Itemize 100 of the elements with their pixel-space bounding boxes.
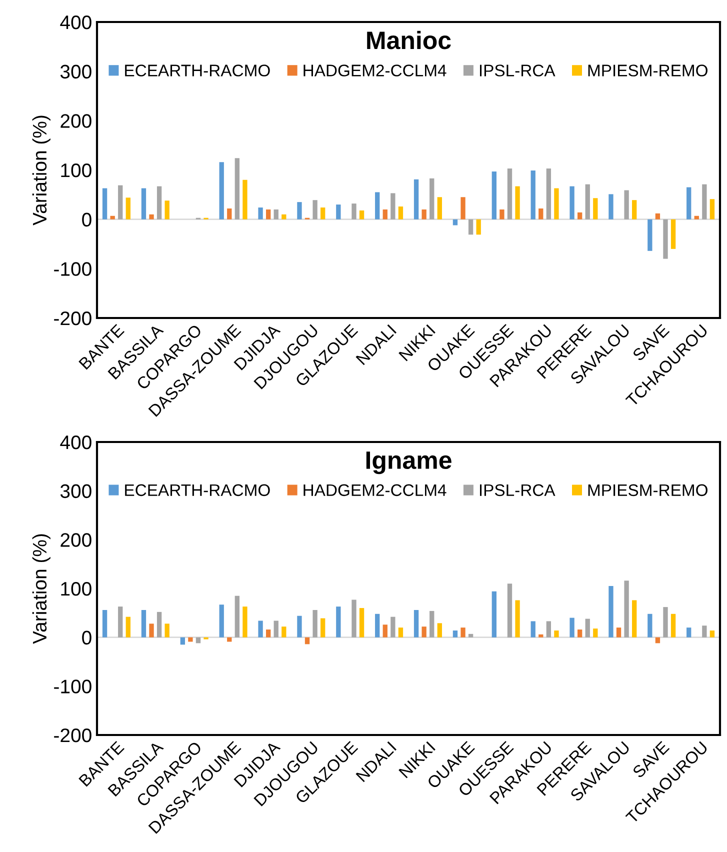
y-axis-title: Variation (%) — [32, 116, 50, 226]
bar — [632, 600, 637, 638]
bar — [156, 612, 162, 638]
bar — [242, 180, 248, 220]
bar — [141, 610, 146, 638]
bar — [188, 637, 193, 642]
bar — [492, 591, 496, 638]
bar — [414, 179, 419, 220]
bar — [437, 623, 442, 638]
bar — [655, 213, 660, 220]
bar — [258, 620, 263, 638]
bar — [422, 209, 426, 220]
bar — [515, 600, 520, 638]
bar — [352, 600, 356, 638]
bar — [375, 614, 380, 638]
bar — [655, 637, 660, 644]
y-tick-label: 300 — [60, 484, 92, 498]
bar — [468, 219, 474, 235]
bar — [304, 637, 310, 644]
y-tick-label: 300 — [60, 64, 92, 79]
bar — [546, 168, 552, 220]
bar — [110, 216, 115, 220]
bar — [648, 219, 652, 251]
bar — [180, 637, 185, 645]
y-axis-title: Variation (%) — [32, 534, 50, 644]
bar — [624, 580, 629, 638]
bar — [554, 188, 559, 220]
legend-label: MPIESM-REMO — [588, 64, 708, 76]
bar — [118, 185, 123, 220]
bar — [546, 621, 552, 638]
bar — [507, 584, 512, 638]
bar — [648, 614, 652, 638]
bar — [608, 586, 614, 638]
bar — [126, 616, 130, 638]
bar — [274, 620, 278, 638]
bar — [390, 616, 396, 638]
bar — [320, 207, 326, 220]
bar — [452, 219, 458, 226]
y-tick-label: 0 — [82, 212, 92, 227]
y-tick-label: -100 — [54, 680, 92, 694]
bar — [530, 170, 536, 220]
bar — [375, 192, 380, 220]
bar — [460, 197, 466, 220]
bar — [430, 610, 434, 638]
bar — [577, 212, 582, 220]
bar — [102, 188, 108, 220]
bar — [686, 628, 692, 638]
bar — [585, 618, 590, 638]
bar — [196, 637, 201, 644]
bar — [398, 628, 404, 638]
bar — [430, 178, 434, 220]
legend-label: ECEARTH-RACMO — [125, 64, 270, 76]
legend-label: MPIESM-REMO — [588, 484, 708, 496]
bar — [382, 209, 388, 220]
bar — [538, 634, 544, 638]
bar — [312, 200, 318, 220]
bar — [164, 624, 170, 638]
bar — [554, 630, 559, 638]
bar — [414, 610, 419, 638]
bar — [390, 193, 396, 220]
legend-label: HADGEM2-CCLM4 — [304, 64, 446, 76]
y-tick-label: 400 — [60, 435, 92, 450]
legend-label: HADGEM2-CCLM4 — [304, 484, 446, 496]
bar — [258, 207, 263, 220]
bar — [624, 190, 629, 220]
legend-label: IPSL-RCA — [480, 64, 556, 76]
bar — [538, 208, 544, 220]
bar — [359, 608, 364, 638]
bar — [452, 630, 458, 638]
bar — [282, 214, 286, 220]
y-tick-label: -100 — [54, 262, 92, 276]
bar — [156, 186, 162, 220]
bar — [234, 596, 240, 638]
bar — [530, 621, 536, 638]
bar — [149, 624, 154, 638]
bar — [118, 606, 123, 638]
bar — [686, 187, 692, 220]
y-tick-label: -200 — [54, 728, 92, 742]
bar — [608, 194, 614, 220]
bar — [460, 628, 466, 638]
bar — [670, 219, 676, 249]
bar — [126, 198, 130, 220]
bar — [694, 216, 699, 220]
legend-label: IPSL-RCA — [480, 484, 556, 496]
y-tick-label: 100 — [61, 582, 92, 596]
bar — [274, 209, 278, 220]
bar — [398, 206, 404, 220]
bar — [336, 606, 341, 638]
bar — [266, 209, 271, 220]
bar — [102, 610, 108, 638]
chart-title: Manioc — [367, 30, 451, 50]
y-tick-label: 400 — [60, 15, 92, 30]
bar — [266, 630, 271, 638]
bar — [320, 618, 326, 638]
bar — [437, 197, 442, 220]
bar — [710, 199, 715, 220]
bar — [242, 606, 248, 638]
bar — [141, 188, 146, 220]
bar — [219, 162, 224, 220]
bar — [710, 630, 715, 638]
